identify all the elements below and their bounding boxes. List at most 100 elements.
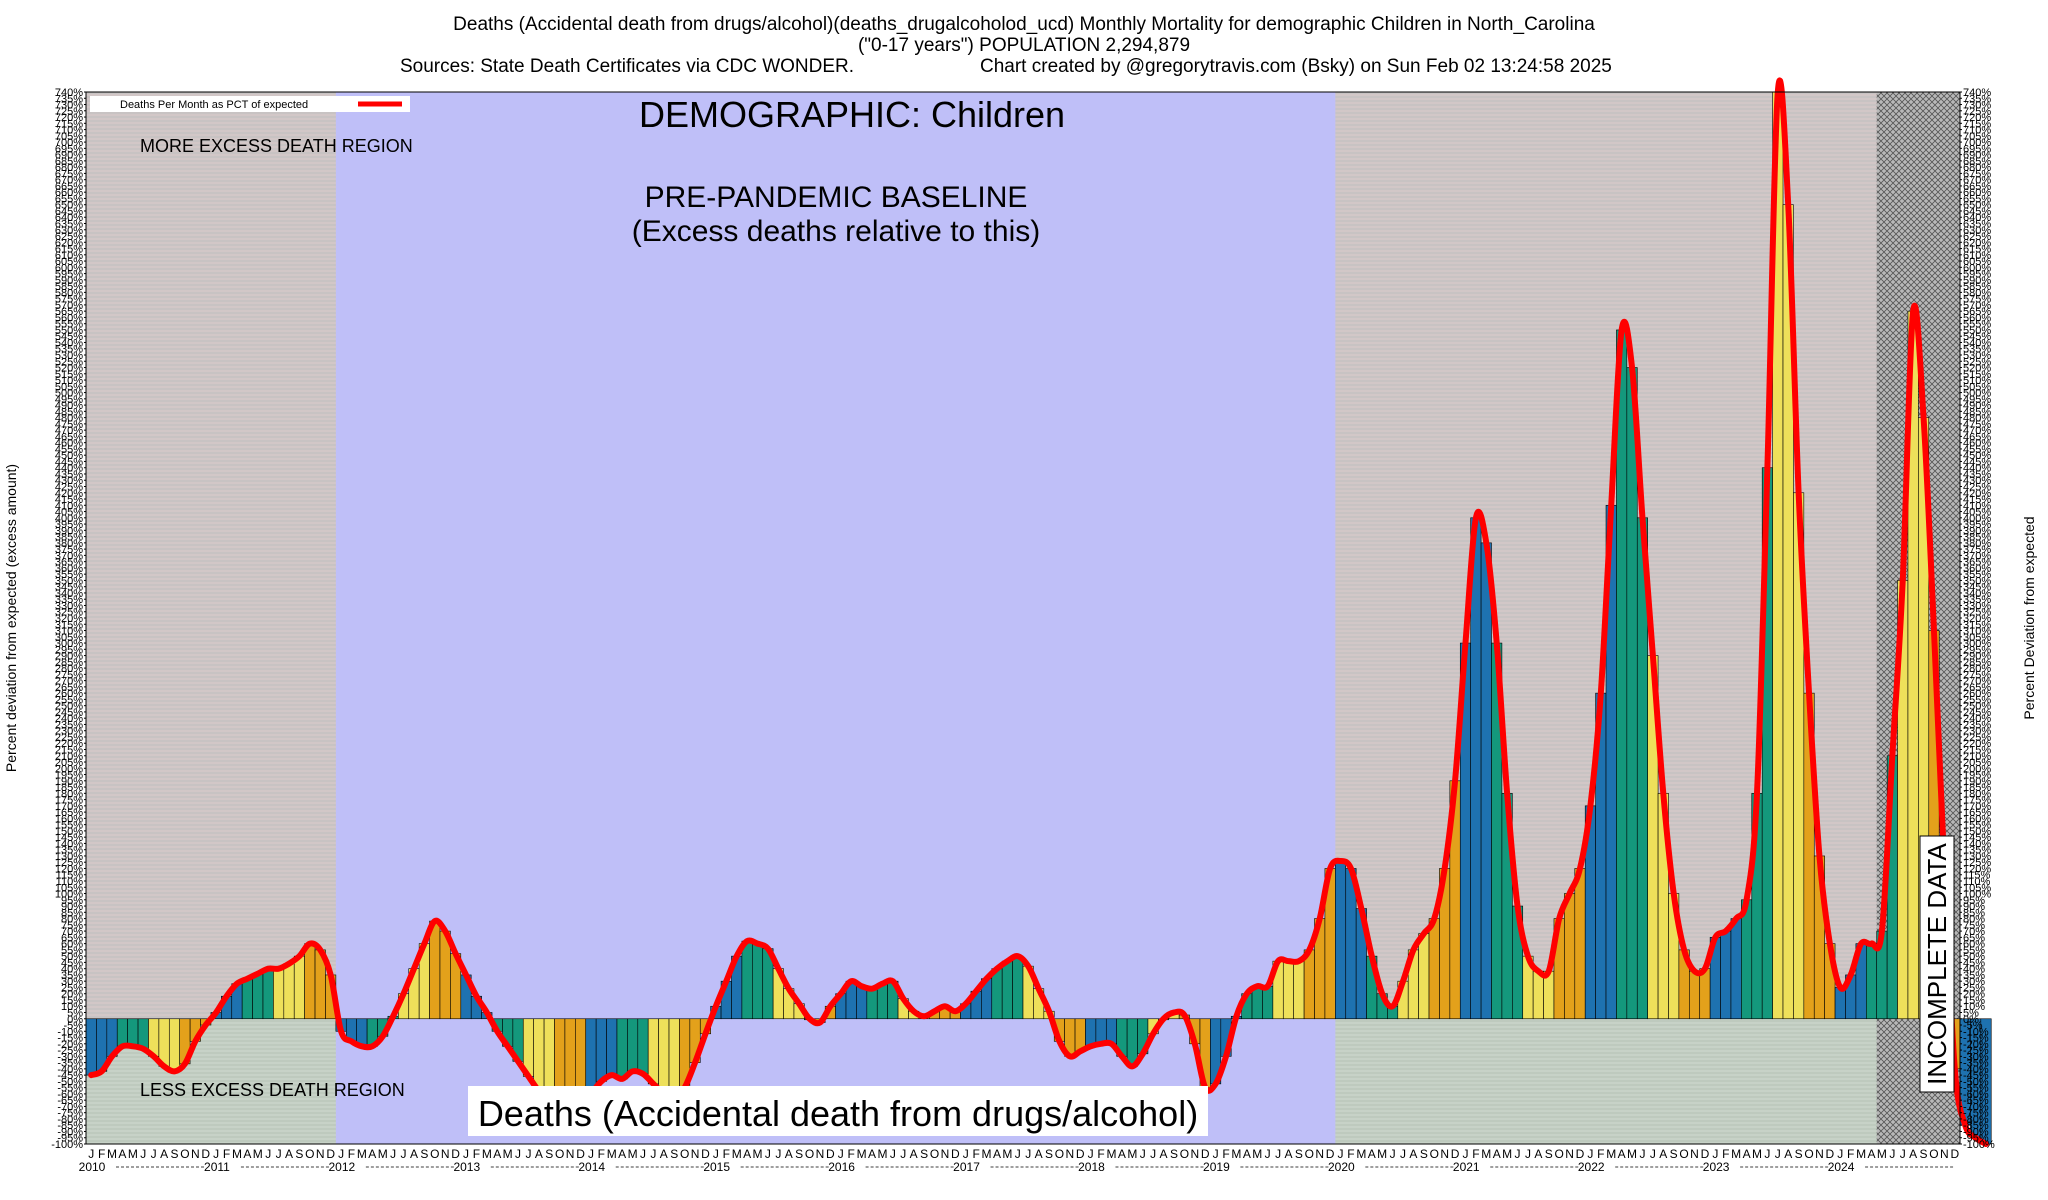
- x-tick-month: M: [607, 1147, 617, 1161]
- x-tick-month: J: [213, 1147, 219, 1161]
- y-tick-label-left: 295%: [55, 644, 83, 656]
- y-tick-label-right: 130%: [1963, 851, 1991, 863]
- y-tick-label-right: 365%: [1963, 557, 1991, 569]
- y-tick-label-left: 700%: [55, 137, 83, 149]
- y-tick-label-right: 650%: [1963, 200, 1991, 212]
- x-tick-month: A: [785, 1147, 793, 1161]
- x-tick-month: M: [1877, 1147, 1887, 1161]
- y-axis-title-right: Percent Deviation from expected: [2021, 516, 2037, 719]
- x-tick-month: A: [1035, 1147, 1043, 1161]
- chart-sources-row: Sources: State Death Certificates via CD…: [0, 56, 2048, 78]
- y-tick-label-left: 465%: [55, 431, 83, 443]
- y-tick-label-left: 220%: [55, 738, 83, 750]
- y-tick-label-left: 300%: [55, 638, 83, 650]
- y-tick-label-right: 355%: [1963, 569, 1991, 581]
- chart-main-heading: DEMOGRAPHIC: Children: [639, 94, 1065, 135]
- x-tick-month: O: [180, 1147, 189, 1161]
- x-tick-month: N: [1815, 1147, 1824, 1161]
- data-bar: [1293, 960, 1305, 1020]
- data-bar: [1335, 860, 1347, 1020]
- x-tick-month: O: [1804, 1147, 1813, 1161]
- y-tick-label-left: 140%: [55, 838, 83, 850]
- x-tick-month: O: [1679, 1147, 1688, 1161]
- annotation-incomplete: INCOMPLETE DATA: [1922, 842, 1952, 1084]
- data-bar: [647, 1018, 659, 1085]
- y-tick-label-left: 665%: [55, 181, 83, 193]
- annotation-baseline-1: PRE-PANDEMIC BASELINE: [645, 181, 1028, 214]
- y-tick-label-left: 60%: [61, 939, 83, 951]
- y-tick-label-right: 325%: [1963, 607, 1991, 619]
- x-tick-month: M: [253, 1147, 263, 1161]
- y-tick-label-left: 435%: [55, 469, 83, 481]
- x-tick-month: A: [660, 1147, 668, 1161]
- y-tick-label-left: -100%: [51, 1139, 83, 1151]
- x-tick-month: A: [368, 1147, 376, 1161]
- y-tick-label-left: 525%: [55, 356, 83, 368]
- y-tick-label-right: 675%: [1963, 168, 1991, 180]
- x-tick-month: J: [1140, 1147, 1146, 1161]
- y-tick-label-right: 625%: [1963, 231, 1991, 243]
- y-tick-label-left: 105%: [55, 882, 83, 894]
- x-tick-month: M: [1731, 1147, 1741, 1161]
- x-tick-month: A: [910, 1147, 918, 1161]
- y-tick-label-right: 305%: [1963, 632, 1991, 644]
- y-tick-label-right: 715%: [1963, 118, 1991, 130]
- y-tick-label-right: 415%: [1963, 494, 1991, 506]
- x-tick-month: S: [1545, 1147, 1553, 1161]
- x-tick-month: D: [1326, 1147, 1335, 1161]
- y-tick-label-right: 370%: [1963, 550, 1991, 562]
- y-tick-label-right: 515%: [1963, 369, 1991, 381]
- y-tick-label-left: 440%: [55, 463, 83, 475]
- y-tick-label-left: 585%: [55, 281, 83, 293]
- x-tick-year: 2018: [1078, 1160, 1105, 1174]
- x-tick-year: 2020: [1328, 1160, 1355, 1174]
- x-tick-month: S: [1420, 1147, 1428, 1161]
- subtitle-box: [468, 1086, 1208, 1136]
- y-tick-label-right: 400%: [1963, 513, 1991, 525]
- x-tick-month: O: [1180, 1147, 1189, 1161]
- y-tick-label-left: 315%: [55, 619, 83, 631]
- x-tick-month: M: [628, 1147, 638, 1161]
- data-bar: [262, 968, 274, 1020]
- y-tick-label-right: 70%: [1963, 926, 1985, 938]
- y-tick-label-left: 335%: [55, 594, 83, 606]
- y-tick-label-left: 620%: [55, 237, 83, 249]
- data-bar: [168, 1018, 181, 1072]
- y-tick-label-right: 465%: [1963, 431, 1991, 443]
- y-tick-label-right: 535%: [1963, 344, 1991, 356]
- y-tick-label-right: 420%: [1963, 488, 1991, 500]
- y-tick-label-left: 515%: [55, 369, 83, 381]
- y-tick-label-left: -35%: [57, 1058, 83, 1070]
- x-tick-month: D: [1950, 1147, 1959, 1161]
- x-tick-month: S: [170, 1147, 178, 1161]
- x-tick-month: A: [1784, 1147, 1792, 1161]
- y-tick-label-right: 485%: [1963, 406, 1991, 418]
- y-tick-label-right: 315%: [1963, 619, 1991, 631]
- y-tick-label-left: 340%: [55, 588, 83, 600]
- x-tick-year: 2023: [1703, 1160, 1730, 1174]
- x-tick-month: A: [1284, 1147, 1292, 1161]
- x-tick-month: A: [243, 1147, 251, 1161]
- x-tick-month: F: [1722, 1147, 1729, 1161]
- y-tick-label-right: 495%: [1963, 394, 1991, 406]
- y-tick-label-left: 675%: [55, 168, 83, 180]
- x-tick-month: N: [941, 1147, 950, 1161]
- x-tick-month: J: [890, 1147, 896, 1161]
- x-tick-month: A: [1534, 1147, 1542, 1161]
- y-tick-label-left: -20%: [57, 1039, 83, 1051]
- x-tick-month: S: [795, 1147, 803, 1161]
- y-tick-label-right: 310%: [1963, 626, 1991, 638]
- x-tick-month: S: [1670, 1147, 1678, 1161]
- data-bar: [1282, 960, 1294, 1020]
- data-bar: [606, 1018, 618, 1076]
- x-tick-year: 2017: [953, 1160, 980, 1174]
- y-tick-label-left: 450%: [55, 450, 83, 462]
- y-tick-label-right: -15%: [1963, 1033, 1989, 1045]
- y-tick-label-right: 700%: [1963, 137, 1991, 149]
- y-tick-label-left: 360%: [55, 563, 83, 575]
- x-tick-year: 2011: [204, 1160, 230, 1174]
- y-tick-label-left: 200%: [55, 763, 83, 775]
- data-bar: [85, 1018, 97, 1076]
- y-tick-label-left: 530%: [55, 350, 83, 362]
- y-tick-label-right: 120%: [1963, 863, 1991, 875]
